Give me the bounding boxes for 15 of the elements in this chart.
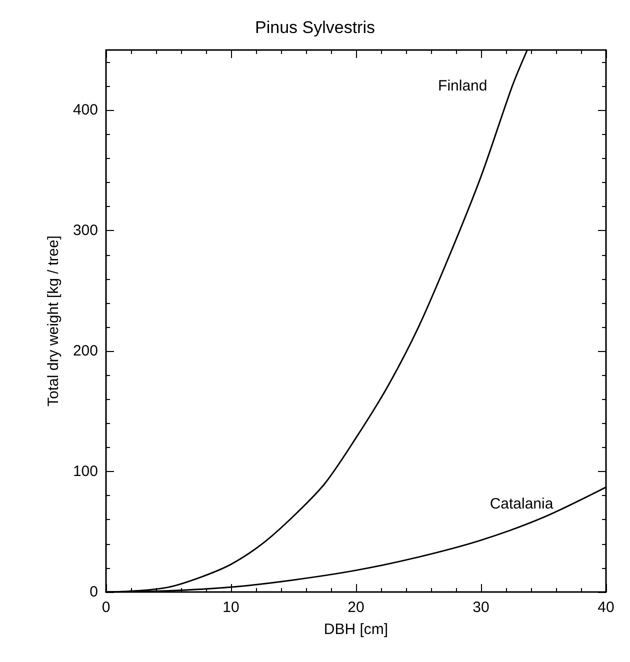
x-tick-label: 0 bbox=[102, 599, 110, 616]
y-tick-label: 0 bbox=[90, 584, 98, 600]
x-tick-label: 10 bbox=[222, 599, 240, 616]
y-tick-label: 300 bbox=[72, 222, 98, 240]
x-axis-title: DBH [cm] bbox=[324, 621, 388, 638]
y-tick-label: 400 bbox=[72, 102, 98, 119]
x-tick-label: 20 bbox=[348, 599, 364, 616]
series-label: Finland bbox=[438, 78, 488, 95]
x-tick-label: 30 bbox=[472, 599, 490, 616]
x-tick-label: 40 bbox=[598, 599, 614, 616]
y-tick-label: 200 bbox=[72, 342, 98, 360]
y-axis-title: Total dry weight [kg / tree] bbox=[45, 236, 62, 406]
y-tick-label: 100 bbox=[72, 463, 98, 480]
chart-title: Pinus Sylvestris bbox=[255, 18, 375, 37]
series-label: Catalania bbox=[490, 495, 554, 512]
